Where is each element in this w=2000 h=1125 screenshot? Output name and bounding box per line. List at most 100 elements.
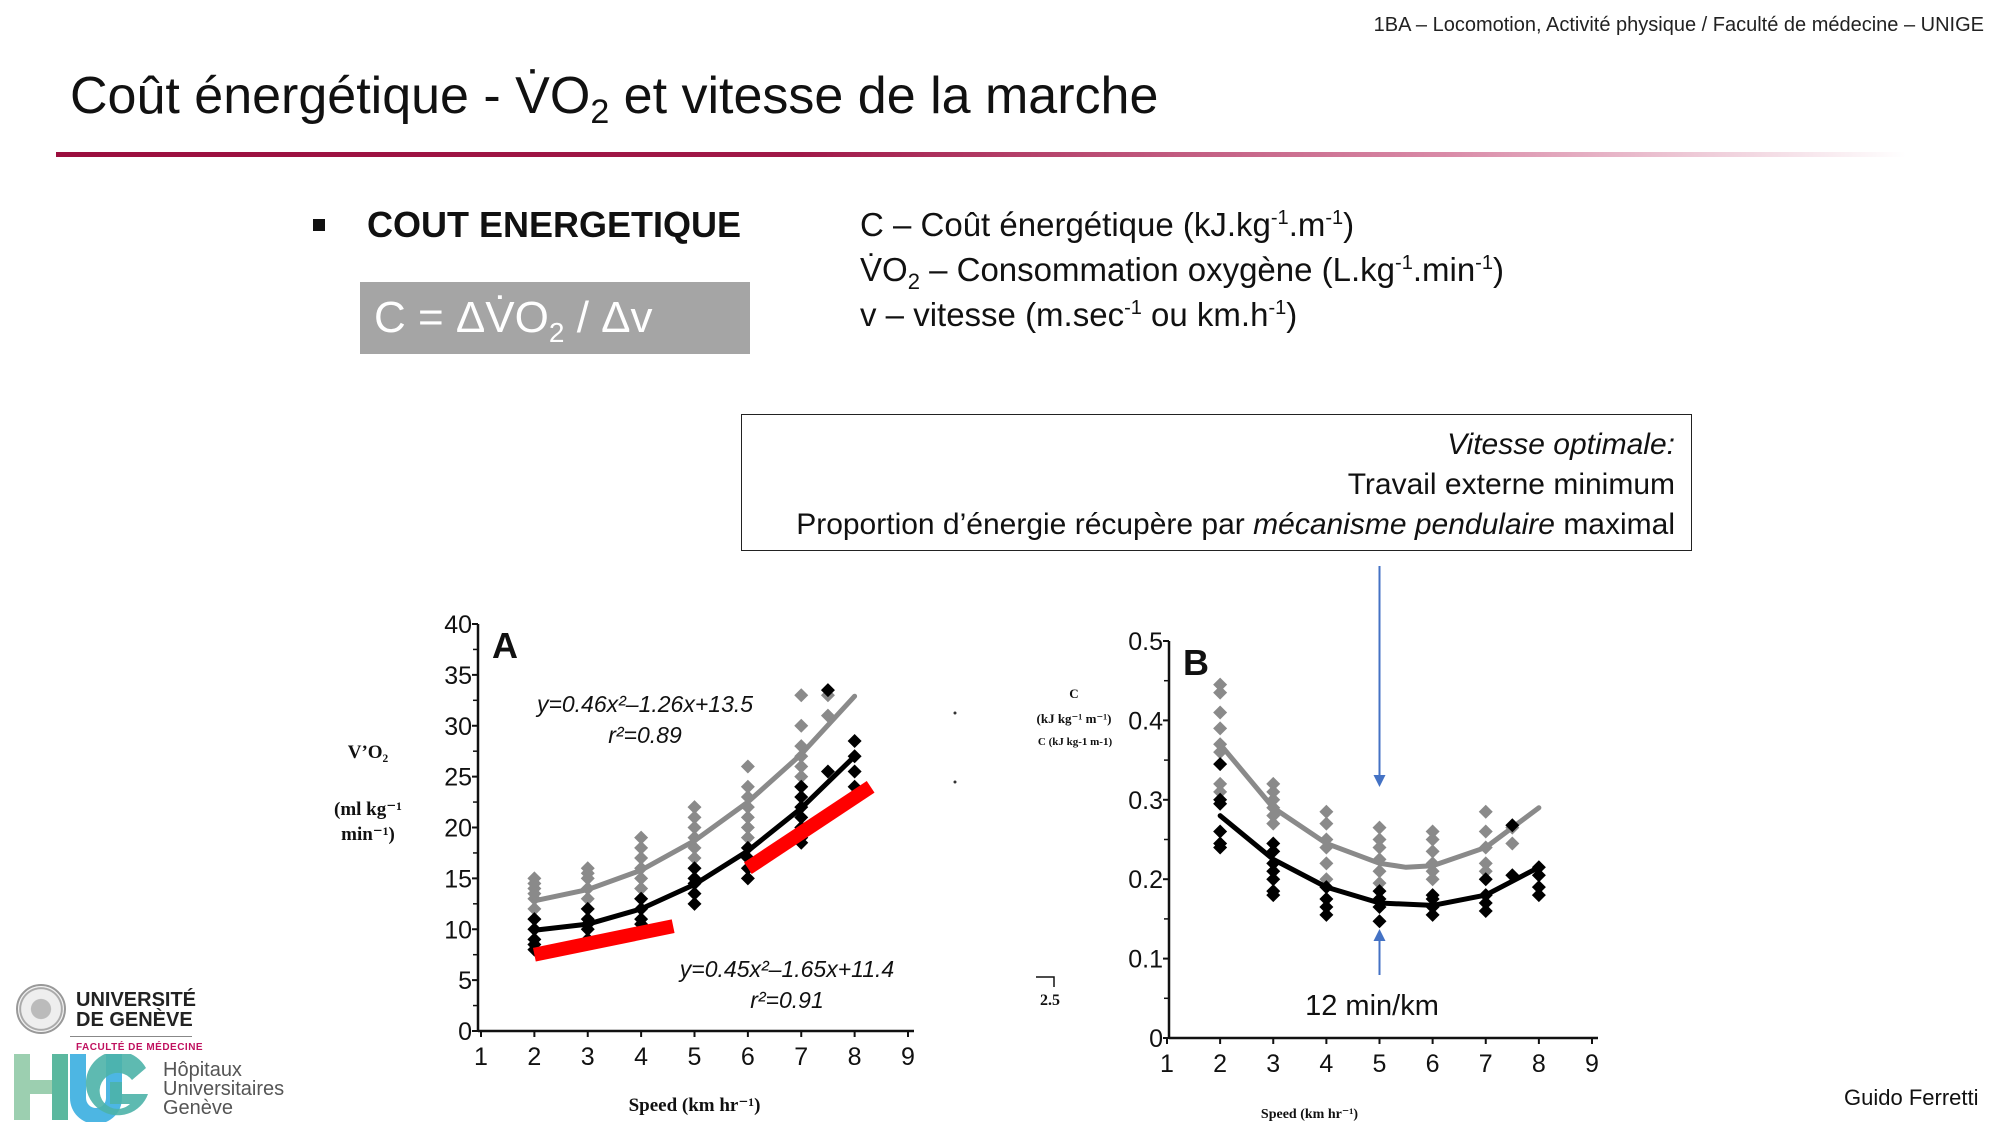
data-point (1213, 685, 1228, 700)
y-tick-label: 35 (444, 662, 472, 690)
data-point (580, 901, 595, 916)
data-point (794, 789, 809, 804)
x-tick-label: 7 (1479, 1050, 1493, 1078)
data-point (1372, 914, 1387, 929)
title-text: Coût énergétique - V̇O (70, 67, 591, 125)
bullet-square-icon (313, 219, 325, 231)
data-point (847, 764, 862, 779)
y-axis-label: min⁻¹) (341, 824, 395, 845)
r2-gray: r²=0.89 (608, 722, 682, 748)
data-point (1319, 804, 1334, 819)
data-point (1319, 892, 1334, 907)
header-note: 1BA – Locomotion, Activité physique / Fa… (1373, 14, 1984, 36)
data-point (634, 840, 649, 855)
data-point (1425, 844, 1440, 859)
definition-speed: v – vitesse (m.sec-1 ou km.h-1) (860, 296, 1298, 333)
data-point (1372, 876, 1387, 891)
y-tick-label: 0.1 (1128, 946, 1163, 974)
y-axis-label: V’O₂ (348, 742, 389, 763)
data-point (1372, 832, 1387, 847)
data-point (740, 779, 755, 794)
stray-mark (1036, 976, 1055, 987)
data-point (1266, 884, 1281, 899)
unige-seal-logo (16, 984, 66, 1034)
y-tick-label: 15 (444, 865, 472, 893)
data-point (687, 851, 702, 866)
x-tick-label: 1 (1160, 1050, 1174, 1078)
data-point (1372, 820, 1387, 835)
y-tick-label: 10 (444, 916, 472, 944)
y-axis-label: C (1069, 686, 1078, 701)
data-point (1505, 836, 1520, 851)
fit-curve (531, 753, 858, 933)
title-divider (56, 152, 1906, 157)
y-tick-label: 0.3 (1128, 787, 1163, 815)
data-point (1266, 836, 1281, 851)
y-tick-label: 30 (444, 713, 472, 741)
data-point (1266, 816, 1281, 831)
data-point (1478, 804, 1493, 819)
data-point (794, 688, 809, 703)
data-point (1266, 784, 1281, 799)
red-tangent-line (532, 919, 675, 962)
y-tick-label: 0.2 (1128, 866, 1163, 894)
optimal-speed-box: Vitesse optimale: Travail externe minimu… (741, 414, 1692, 551)
formula-text-end: / Δv (564, 293, 653, 342)
data-point (820, 764, 835, 779)
y-axis-label: (kJ kg⁻¹ m⁻¹) (1037, 711, 1112, 726)
data-point (1425, 907, 1440, 922)
data-point (847, 734, 862, 749)
data-point (1213, 824, 1228, 839)
data-point (687, 800, 702, 815)
x-axis-label: Speed (km hr⁻¹) (629, 1095, 761, 1116)
y-tick-label: 0.5 (1128, 628, 1163, 656)
x-tick-label: 4 (634, 1043, 648, 1071)
x-tick-label: 6 (741, 1043, 755, 1071)
data-point (634, 891, 649, 906)
data-point (740, 810, 755, 825)
equation-black: y=0.45x²–1.65x+11.4 (678, 956, 894, 982)
data-point (794, 759, 809, 774)
data-point (1425, 872, 1440, 887)
x-tick-label: 5 (1373, 1050, 1387, 1078)
data-point (634, 851, 649, 866)
chart-A (472, 623, 914, 1037)
data-point (1319, 899, 1334, 914)
data-point (1266, 776, 1281, 791)
definition-cost: C – Coût énergétique (kJ.kg-1.m-1) (860, 206, 1355, 243)
title-subscript: 2 (590, 93, 610, 131)
data-point (820, 683, 835, 698)
data-point (1372, 884, 1387, 899)
unige-logo-divider (70, 1036, 192, 1037)
x-tick-label: 7 (794, 1043, 808, 1071)
y-tick-label: 0.4 (1128, 707, 1163, 735)
chart-B (1036, 640, 1598, 1044)
x-tick-label: 1 (474, 1043, 488, 1071)
panel-label: A (492, 625, 518, 666)
y-axis-label: (ml kg⁻¹ (334, 799, 402, 820)
fit-curve (1217, 813, 1542, 908)
formula-box: C = ΔV̇O2 / Δv (360, 282, 750, 354)
formula-text: C = ΔV̇O (374, 293, 549, 342)
data-point (634, 881, 649, 896)
data-point (1213, 757, 1228, 772)
data-point (1213, 721, 1228, 736)
x-axis-label: Speed (km hr⁻¹) (1261, 1107, 1358, 1122)
data-point (527, 871, 542, 886)
data-point (1425, 824, 1440, 839)
data-point (687, 861, 702, 876)
unige-logo-text: UNIVERSITÉ DE GENÈVE (76, 989, 197, 1031)
y-tick-label: 0 (458, 1018, 472, 1046)
optimal-box-line: Proportion d’énergie récupère par mécani… (796, 508, 1675, 541)
r2-black: r²=0.91 (750, 987, 824, 1013)
stray-dot (953, 711, 957, 715)
data-point (1319, 856, 1334, 871)
title-text-end: et vitesse de la marche (609, 67, 1159, 125)
stray-label: 2.5 (1040, 992, 1060, 1009)
data-point (1319, 907, 1334, 922)
red-tangent-line (744, 780, 875, 875)
data-point (1478, 824, 1493, 839)
data-point (580, 861, 595, 876)
x-tick-label: 5 (688, 1043, 702, 1071)
data-point (634, 912, 649, 927)
